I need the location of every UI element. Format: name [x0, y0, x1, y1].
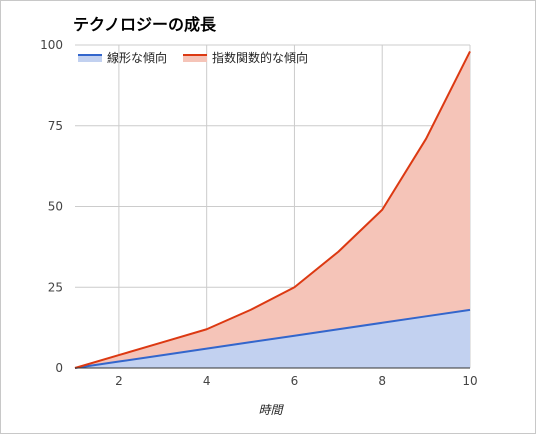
legend-swatch-fill [78, 55, 102, 62]
series-areas [75, 51, 470, 369]
x-axis-label: 時間 [258, 403, 284, 417]
x-tick-label: 2 [115, 374, 123, 388]
x-tick-label: 8 [378, 374, 386, 388]
x-tick-label: 10 [462, 374, 477, 388]
chart-title: テクノロジーの成長 [73, 15, 217, 34]
y-tick-labels: 0 25 50 75 100 [40, 38, 63, 375]
legend-item: 指数関数的な傾向 [183, 50, 308, 65]
y-tick-label: 25 [48, 280, 63, 294]
x-tick-label: 4 [203, 374, 211, 388]
y-tick-label: 0 [55, 361, 63, 375]
y-tick-label: 100 [40, 38, 63, 52]
y-tick-label: 75 [48, 119, 63, 133]
legend-item: 線形な傾向 [78, 50, 167, 65]
area-exponential [75, 51, 470, 369]
legend-label: 指数関数的な傾向 [212, 50, 308, 65]
legend-label: 線形な傾向 [107, 50, 167, 65]
x-tick-label: 6 [291, 374, 299, 388]
legend-swatch-fill [183, 55, 207, 62]
line-exponential [74, 51, 471, 369]
line-linear [74, 308, 471, 369]
x-tick-labels: 2 4 6 8 10 [115, 374, 478, 388]
legend: 線形な傾向 指数関数的な傾向 [78, 50, 308, 65]
y-tick-label: 50 [48, 200, 63, 214]
series-lines [74, 51, 471, 369]
